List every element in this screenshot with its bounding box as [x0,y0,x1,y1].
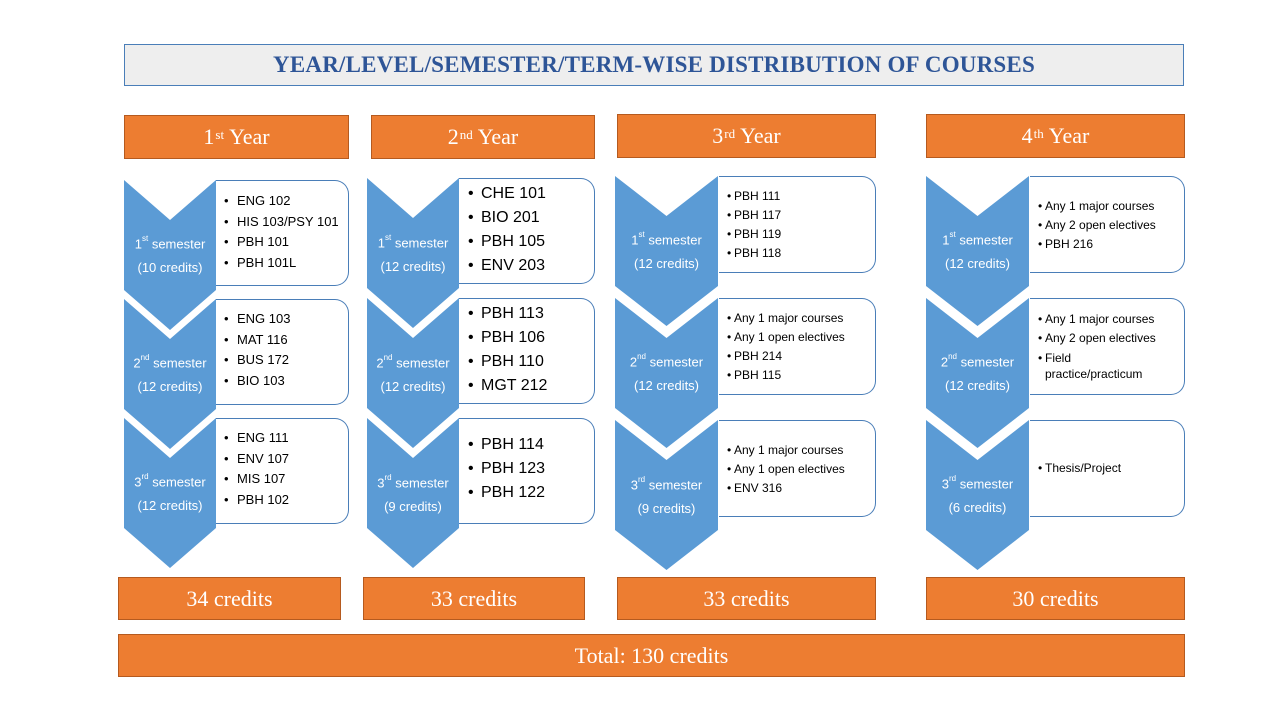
course-item: BIO 201 [468,206,594,230]
course-item: Field practice/practicum [1038,350,1165,382]
semester-label: 3rd semester (6 credits) [926,469,1029,520]
course-list-box: PBH 113 PBH 106 PBH 110 MGT 212 [459,298,595,404]
semester-credits: (6 credits) [948,500,1007,516]
course-item: PBH 114 [468,433,594,457]
course-item: ENG 102 [224,191,348,212]
course-list-box: ENG 102 HIS 103/PSY 101 PBH 101 PBH 101L [216,180,349,286]
semester-label: 1st semester (10 credits) [124,229,216,280]
course-list-box: CHE 101 BIO 201 PBH 105 ENV 203 [459,178,595,284]
course-item: CHE 101 [468,182,594,206]
course-list-box: Any 1 major courses Any 1 open electives… [719,420,876,517]
year-3-ordinal: 3 [712,123,724,148]
year-4-ordinal: 4 [1021,123,1033,148]
semester-credits: (12 credits) [633,256,700,272]
semester-label: 3rd semester (12 credits) [124,467,216,518]
semester-credits: (10 credits) [137,260,203,276]
course-item: PBH 118 [727,244,875,263]
course-item: Any 2 open electives [1038,329,1184,348]
semester-credits: (12 credits) [380,259,446,275]
course-item: PBH 101L [224,253,348,274]
course-item: Any 1 major courses [727,441,875,460]
course-item: PBH 119 [727,225,875,244]
course-item: ENG 103 [224,309,348,330]
course-item: PBH 106 [468,326,594,350]
course-item: Any 1 major courses [1038,197,1184,216]
course-item: PBH 214 [727,347,875,366]
year-3-total-credits: 33 credits [617,577,876,620]
course-item: PBH 123 [468,457,594,481]
course-item: MIS 107 [224,469,348,490]
course-item: MGT 212 [468,374,594,398]
semester-credits: (12 credits) [633,378,700,394]
year-2-word: Year [477,124,519,149]
semester-label: 1st semester (12 credits) [367,228,459,279]
course-item: PBH 216 [1038,235,1184,254]
course-list-box: Any 1 major courses Any 2 open electives… [1030,298,1185,395]
semester-credits: (12 credits) [137,498,203,514]
semester-credits: (12 credits) [944,378,1011,394]
semester-credits: (9 credits) [637,501,696,517]
year-2-ordinal: 2 [447,124,459,149]
course-item: ENG 111 [224,428,348,449]
course-item: ENV 107 [224,449,348,470]
course-list-box: Thesis/Project [1030,420,1185,517]
semester-credits: (12 credits) [380,379,446,395]
year-3-word: Year [740,123,781,148]
semester-label: 2nd semester (12 credits) [124,348,216,399]
semester-credits: (12 credits) [137,379,203,395]
course-item: PBH 102 [224,490,348,511]
course-list-box: ENG 103 MAT 116 BUS 172 BIO 103 [216,299,349,405]
year-1-total-credits: 34 credits [118,577,341,620]
course-list-box: Any 1 major courses Any 2 open electives… [1030,176,1185,273]
course-item: ENV 316 [727,479,875,498]
course-item: PBH 122 [468,481,594,505]
course-list-box: ENG 111 ENV 107 MIS 107 PBH 102 [216,418,349,524]
course-item: PBH 115 [727,366,875,385]
course-item: Any 1 open electives [727,460,875,479]
year-1-ordinal: 1 [203,124,215,149]
semester-credits: (12 credits) [944,256,1011,272]
course-item: PBH 117 [727,206,875,225]
semester-label: 1st semester (12 credits) [615,225,718,276]
semester-credits: (9 credits) [384,499,442,515]
course-list-box: PBH 114 PBH 123 PBH 122 [459,418,595,524]
semester-label: 1st semester (12 credits) [926,225,1029,276]
course-item: Thesis/Project [1038,459,1184,478]
course-item: BUS 172 [224,350,348,371]
year-1-word: Year [229,124,270,149]
course-item: Any 1 major courses [727,309,875,328]
year-4-total-credits: 30 credits [926,577,1185,620]
course-item: Any 1 open electives [727,328,875,347]
year-4-suffix: th [1033,126,1044,141]
course-item: PBH 111 [727,187,875,206]
course-item: Any 1 major courses [1038,310,1184,329]
course-item: MAT 116 [224,330,348,351]
course-item: HIS 103/PSY 101 [224,212,348,233]
page-title: YEAR/LEVEL/SEMESTER/TERM-WISE DISTRIBUTI… [124,44,1184,86]
semester-label: 2nd semester (12 credits) [367,348,459,399]
year-1-suffix: st [215,127,225,142]
year-2-total-credits: 33 credits [363,577,585,620]
course-item: ENV 203 [468,254,594,278]
semester-label: 2nd semester (12 credits) [615,347,718,398]
course-item: BIO 103 [224,371,348,392]
semester-label: 2nd semester (12 credits) [926,347,1029,398]
course-list-box: PBH 111 PBH 117 PBH 119 PBH 118 [719,176,876,273]
year-4-word: Year [1048,123,1090,148]
grand-total-credits: Total: 130 credits [118,634,1185,677]
semester-label: 3rd semester (9 credits) [615,470,718,521]
course-item: PBH 113 [468,302,594,326]
course-item: Any 2 open electives [1038,216,1184,235]
course-list-box: Any 1 major courses Any 1 open electives… [719,298,876,395]
semester-label: 3rd semester (9 credits) [367,468,459,519]
course-item: PBH 110 [468,350,594,374]
year-3-suffix: rd [724,126,736,141]
year-2-suffix: nd [459,127,473,142]
course-item: PBH 105 [468,230,594,254]
course-item: PBH 101 [224,232,348,253]
